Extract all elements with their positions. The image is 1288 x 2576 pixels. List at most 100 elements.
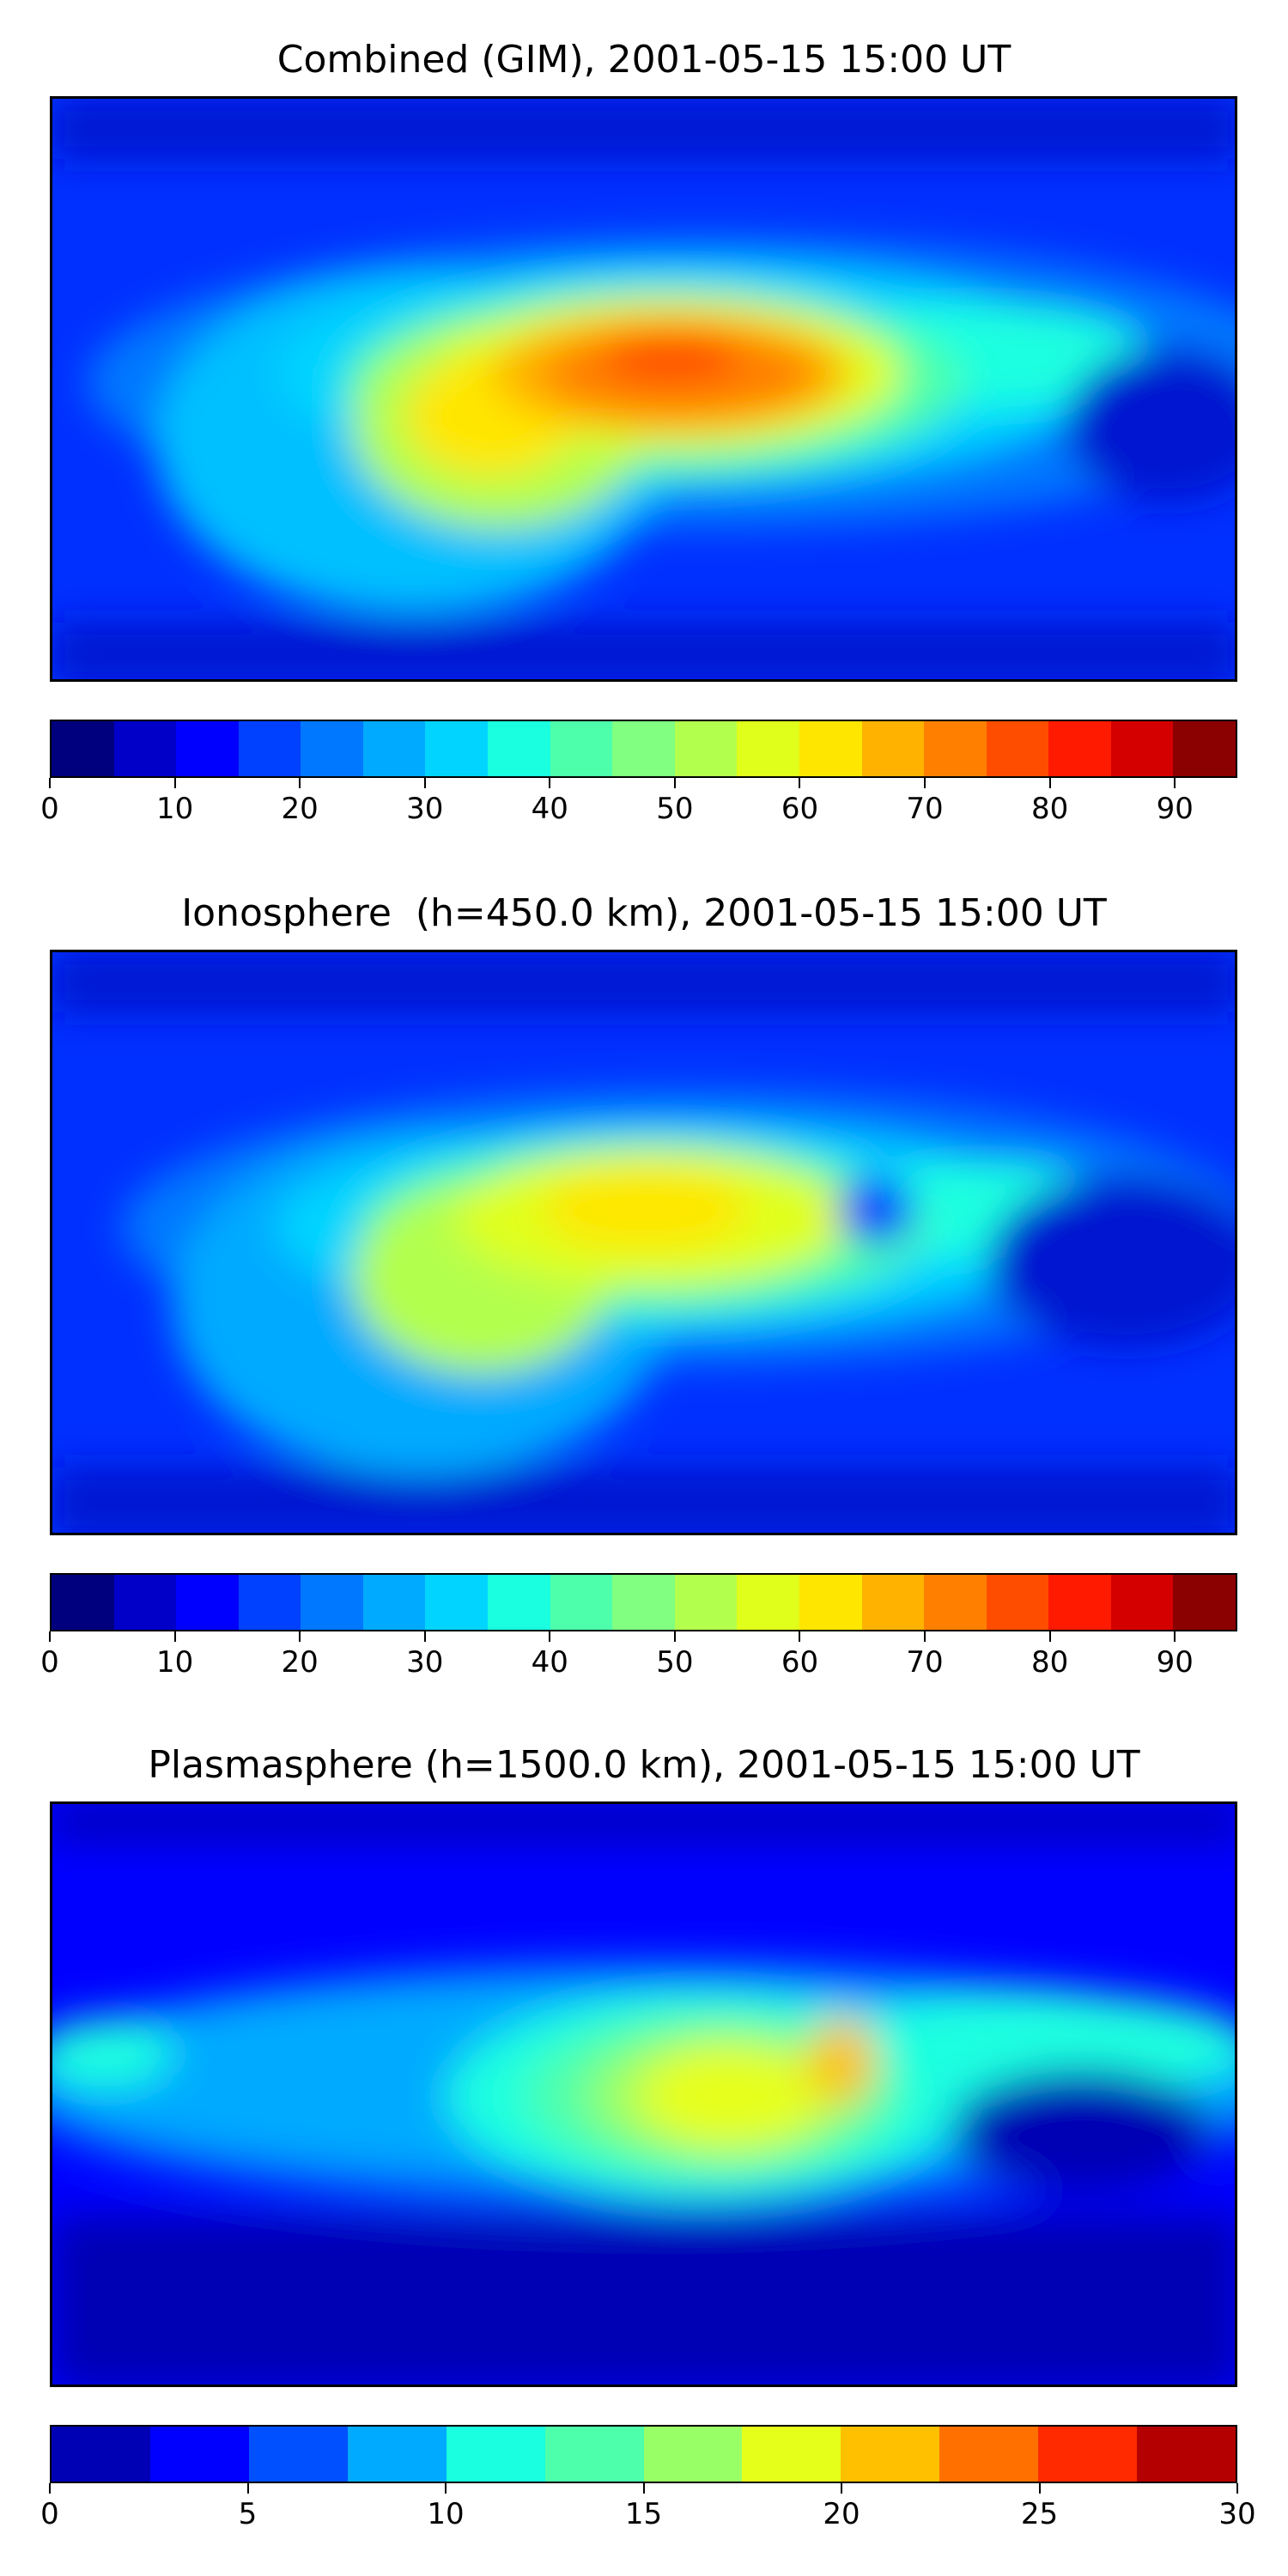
colorbar-1-tick xyxy=(49,778,51,788)
colorbar-1-tick xyxy=(924,778,927,788)
colorbar-2-segment xyxy=(1048,1575,1111,1630)
colorbar-3-segment xyxy=(1137,2427,1236,2482)
colorbar-3-tick xyxy=(1038,2483,1041,2494)
colorbar-1-segment xyxy=(425,721,489,776)
colorbar-2-tick xyxy=(799,1631,801,1642)
colorbar-3-tick-label: 10 xyxy=(427,2497,465,2531)
colorbar-3-tick-label: 25 xyxy=(1020,2497,1059,2531)
colorbar-3-tick xyxy=(1236,2483,1238,2494)
colorbar-1-segment xyxy=(238,721,301,776)
colorbar-3-tick xyxy=(445,2483,447,2494)
colorbar-1-segment xyxy=(550,721,613,776)
panel-2-colorbar xyxy=(50,1573,1237,1631)
colorbar-3-segment xyxy=(149,2427,249,2482)
colorbar-1-segment xyxy=(113,721,177,776)
panel-3-colorbar-ticks: 0 5 10 15 20 25 30 xyxy=(40,2483,1256,2535)
colorbar-2-tick xyxy=(924,1631,927,1642)
colorbar-2-segment xyxy=(176,1575,239,1630)
colorbar-1-segment xyxy=(362,721,426,776)
panel-3-title: Plasmasphere (h=1500.0 km), 2001-05-15 1… xyxy=(148,1743,1140,1787)
colorbar-2-tick xyxy=(673,1631,676,1642)
colorbar-2-segment xyxy=(425,1575,489,1630)
panel-1-title: Combined (GIM), 2001-05-15 15:00 UT xyxy=(276,38,1012,82)
colorbar-1-tick-label: 50 xyxy=(656,792,694,826)
panel-1-colorbar-ticks: 0 10 20 30 40 50 60 70 80 90 xyxy=(40,778,1237,829)
colorbar-1-tick-label: 10 xyxy=(155,792,194,826)
colorbar-3-tick xyxy=(642,2483,645,2494)
colorbar-2-tick-label: 90 xyxy=(1156,1645,1194,1680)
colorbar-2-segment xyxy=(674,1575,738,1630)
colorbar-3-segment xyxy=(446,2427,545,2482)
colorbar-2-tick-label: 60 xyxy=(781,1645,819,1680)
colorbar-1-tick-label: 30 xyxy=(406,792,444,826)
colorbar-3-segment xyxy=(742,2427,841,2482)
colorbar-2-segment xyxy=(612,1575,675,1630)
colorbar-2-tick-label: 0 xyxy=(40,1645,59,1680)
colorbar-1-tick-label: 20 xyxy=(281,792,319,826)
panel-1-contours xyxy=(52,99,1235,679)
colorbar-1-tick xyxy=(299,778,301,788)
colorbar-3-tick-label: 30 xyxy=(1218,2497,1256,2531)
colorbar-1-tick xyxy=(1174,778,1176,788)
colorbar-1-tick xyxy=(173,778,176,788)
colorbar-2-segment xyxy=(301,1575,363,1630)
colorbar-2-tick xyxy=(1174,1631,1176,1642)
panel-3-map xyxy=(50,1801,1237,2387)
colorbar-2-segment xyxy=(52,1575,114,1630)
colorbar-1-segment xyxy=(488,721,550,776)
colorbar-1-tick xyxy=(673,778,676,788)
colorbar-2-segment xyxy=(1173,1575,1236,1630)
colorbar-2-tick-label: 20 xyxy=(281,1645,319,1680)
colorbar-1-tick-label: 90 xyxy=(1156,792,1194,826)
colorbar-1-tick xyxy=(799,778,801,788)
colorbar-2-tick xyxy=(423,1631,426,1642)
colorbar-1-segment xyxy=(674,721,738,776)
colorbar-3-tick xyxy=(246,2483,249,2494)
colorbar-1-segment xyxy=(861,721,925,776)
colorbar-3-segment xyxy=(1038,2427,1138,2482)
colorbar-1-segment xyxy=(1048,721,1111,776)
colorbar-2-tick-label: 70 xyxy=(906,1645,944,1680)
colorbar-1-tick-label: 60 xyxy=(781,792,819,826)
colorbar-2-segment xyxy=(1110,1575,1174,1630)
colorbar-2-tick xyxy=(299,1631,301,1642)
colorbar-1-segment xyxy=(1173,721,1236,776)
panel-1-map xyxy=(50,96,1237,682)
colorbar-1-segment xyxy=(52,721,114,776)
colorbar-1-tick xyxy=(423,778,426,788)
colorbar-1-segment xyxy=(924,721,987,776)
colorbar-1-segment xyxy=(1110,721,1174,776)
colorbar-1-segment xyxy=(986,721,1049,776)
colorbar-1-segment xyxy=(737,721,799,776)
colorbar-2-segment xyxy=(861,1575,925,1630)
colorbar-1-segment xyxy=(176,721,239,776)
colorbar-2-segment xyxy=(924,1575,987,1630)
colorbar-3-segment xyxy=(643,2427,743,2482)
colorbar-2-tick-label: 80 xyxy=(1030,1645,1069,1680)
colorbar-2-tick xyxy=(49,1631,51,1642)
colorbar-1-segment xyxy=(301,721,363,776)
colorbar-3-tick xyxy=(841,2483,842,2494)
panel-2-map-svg xyxy=(52,952,1235,1533)
colorbar-3-segment xyxy=(841,2427,940,2482)
colorbar-3-tick-label: 15 xyxy=(624,2497,663,2531)
colorbar-2-tick-label: 10 xyxy=(155,1645,194,1680)
colorbar-3-tick-label: 20 xyxy=(823,2497,860,2531)
colorbar-2-tick-label: 30 xyxy=(406,1645,444,1680)
colorbar-2-segment xyxy=(238,1575,301,1630)
colorbar-3-segment xyxy=(52,2427,150,2482)
panel-2-map xyxy=(50,950,1237,1535)
panel-2-title: Ionosphere (h=450.0 km), 2001-05-15 15:0… xyxy=(181,891,1107,935)
colorbar-3-segment xyxy=(248,2427,348,2482)
colorbar-2-tick xyxy=(549,1631,551,1642)
colorbar-1-tick-label: 80 xyxy=(1030,792,1069,826)
colorbar-1-tick-label: 40 xyxy=(531,792,568,826)
colorbar-2-segment xyxy=(799,1575,862,1630)
colorbar-1-tick-label: 0 xyxy=(40,792,59,826)
panel-1-colorbar xyxy=(50,720,1237,778)
colorbar-2-segment xyxy=(488,1575,550,1630)
panel-3-contours xyxy=(52,1804,1235,2385)
colorbar-3-tick-label: 0 xyxy=(40,2497,59,2531)
colorbar-2-segment xyxy=(362,1575,426,1630)
colorbar-2-tick-label: 50 xyxy=(656,1645,694,1680)
